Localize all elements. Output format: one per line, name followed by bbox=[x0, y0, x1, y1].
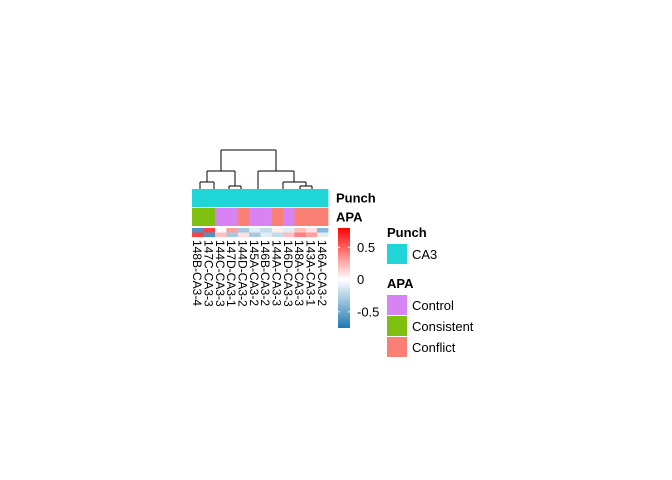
heatmap-cell bbox=[192, 232, 204, 238]
annotation-cell-punch bbox=[192, 189, 204, 207]
heatmap-cell bbox=[237, 228, 250, 233]
color-scale-gradient bbox=[338, 228, 350, 328]
sample-label: 144C-CA3-3 bbox=[213, 240, 227, 307]
annotation-cell-punch bbox=[214, 189, 227, 207]
sample-label: 147D-CA3-1 bbox=[224, 240, 238, 307]
annotation-cell-punch bbox=[203, 189, 216, 207]
heatmap-cell bbox=[226, 232, 238, 238]
sample-label: 144A-CA3-3 bbox=[270, 240, 284, 306]
annotation-cell-punch bbox=[226, 189, 238, 207]
annotation-cell-apa bbox=[305, 208, 318, 226]
heatmap-cell bbox=[248, 228, 261, 233]
annotation-track-label: APA bbox=[336, 210, 363, 225]
legend-key bbox=[387, 295, 407, 315]
heatmap-cell bbox=[271, 232, 284, 238]
heatmap-cell bbox=[260, 232, 272, 238]
legend-key bbox=[387, 337, 407, 357]
heatmap-cell bbox=[248, 232, 261, 238]
color-scale-tick-label: 0.5 bbox=[357, 240, 375, 255]
legend-label: Control bbox=[412, 298, 454, 313]
annotation-cell-apa bbox=[271, 208, 284, 226]
annotation-cell-punch bbox=[260, 189, 272, 207]
heatmap-cell bbox=[203, 232, 216, 238]
annotation-tracks: Punch APA bbox=[192, 189, 376, 226]
sample-label: 148A-CA3-3 bbox=[292, 240, 306, 306]
heatmap-cell bbox=[260, 228, 272, 233]
heatmap-cell bbox=[305, 228, 318, 233]
legend-label: CA3 bbox=[412, 247, 437, 262]
heatmap-cell bbox=[237, 232, 250, 238]
annotation-cell-apa bbox=[214, 208, 227, 226]
annotation-cell-apa bbox=[294, 208, 306, 226]
heatmap-cell bbox=[282, 228, 295, 233]
sample-label: 147C-CA3-3 bbox=[202, 240, 216, 307]
heatmap-cells bbox=[192, 228, 329, 238]
sample-label: 143A-CA3-1 bbox=[304, 240, 318, 306]
sample-labels: 146A-CA3-2143A-CA3-1148A-CA3-3146D-CA3-3… bbox=[190, 240, 329, 307]
heatmap-cell bbox=[192, 228, 204, 233]
sample-label: 148B-CA3-4 bbox=[190, 240, 204, 306]
heatmap-cell bbox=[214, 228, 227, 233]
heatmap-cell bbox=[271, 228, 284, 233]
color-scale-tick-label: 0 bbox=[357, 272, 364, 287]
legend-key bbox=[387, 316, 407, 336]
sample-label: 146B-CA3-2 bbox=[258, 240, 272, 306]
column-dendrogram bbox=[199, 149, 313, 189]
annotation-cell-apa bbox=[316, 208, 329, 226]
legend-label: Conflict bbox=[412, 340, 456, 355]
legend-title: Punch bbox=[387, 225, 427, 240]
sample-label: 144D-CA3-2 bbox=[236, 240, 250, 307]
legend-key bbox=[387, 244, 407, 264]
annotation-cell-apa bbox=[192, 208, 204, 226]
heatmap-cell bbox=[203, 228, 216, 233]
annotation-cell-punch bbox=[282, 189, 295, 207]
annotation-cell-punch bbox=[248, 189, 261, 207]
heatmap-cell bbox=[214, 232, 227, 238]
annotation-legend: Punch CA3 APA Control Consistent Conflict bbox=[387, 225, 474, 357]
annotation-cell-apa bbox=[237, 208, 250, 226]
annotation-cell-apa bbox=[203, 208, 216, 226]
annotation-cell-apa bbox=[260, 208, 272, 226]
heatmap-cell bbox=[226, 228, 238, 233]
sample-label: 146A-CA3-2 bbox=[315, 240, 329, 306]
heatmap-cell bbox=[294, 232, 306, 238]
annotation-cell-apa bbox=[282, 208, 295, 226]
annotation-cell-apa bbox=[248, 208, 261, 226]
annotation-cell-punch bbox=[305, 189, 318, 207]
sample-label: 146D-CA3-3 bbox=[281, 240, 295, 307]
annotation-cell-punch bbox=[237, 189, 250, 207]
heatmap-cell bbox=[316, 228, 329, 233]
annotation-cell-punch bbox=[294, 189, 306, 207]
color-scale-bar: 0.5 0 -0.5 bbox=[338, 228, 379, 328]
annotation-cell-apa bbox=[226, 208, 238, 226]
heatmap-cell bbox=[282, 232, 295, 238]
annotation-track-label: Punch bbox=[336, 191, 376, 206]
heatmap-cell bbox=[316, 232, 329, 238]
color-scale-tick-label: -0.5 bbox=[357, 304, 379, 319]
legend-title: APA bbox=[387, 276, 414, 291]
annotation-cell-punch bbox=[316, 189, 329, 207]
heatmap-cell bbox=[294, 228, 306, 233]
annotation-cell-punch bbox=[271, 189, 284, 207]
sample-label: 145A-CA3-2 bbox=[247, 240, 261, 306]
legend-label: Consistent bbox=[412, 319, 474, 334]
heatmap-cell bbox=[305, 232, 318, 238]
